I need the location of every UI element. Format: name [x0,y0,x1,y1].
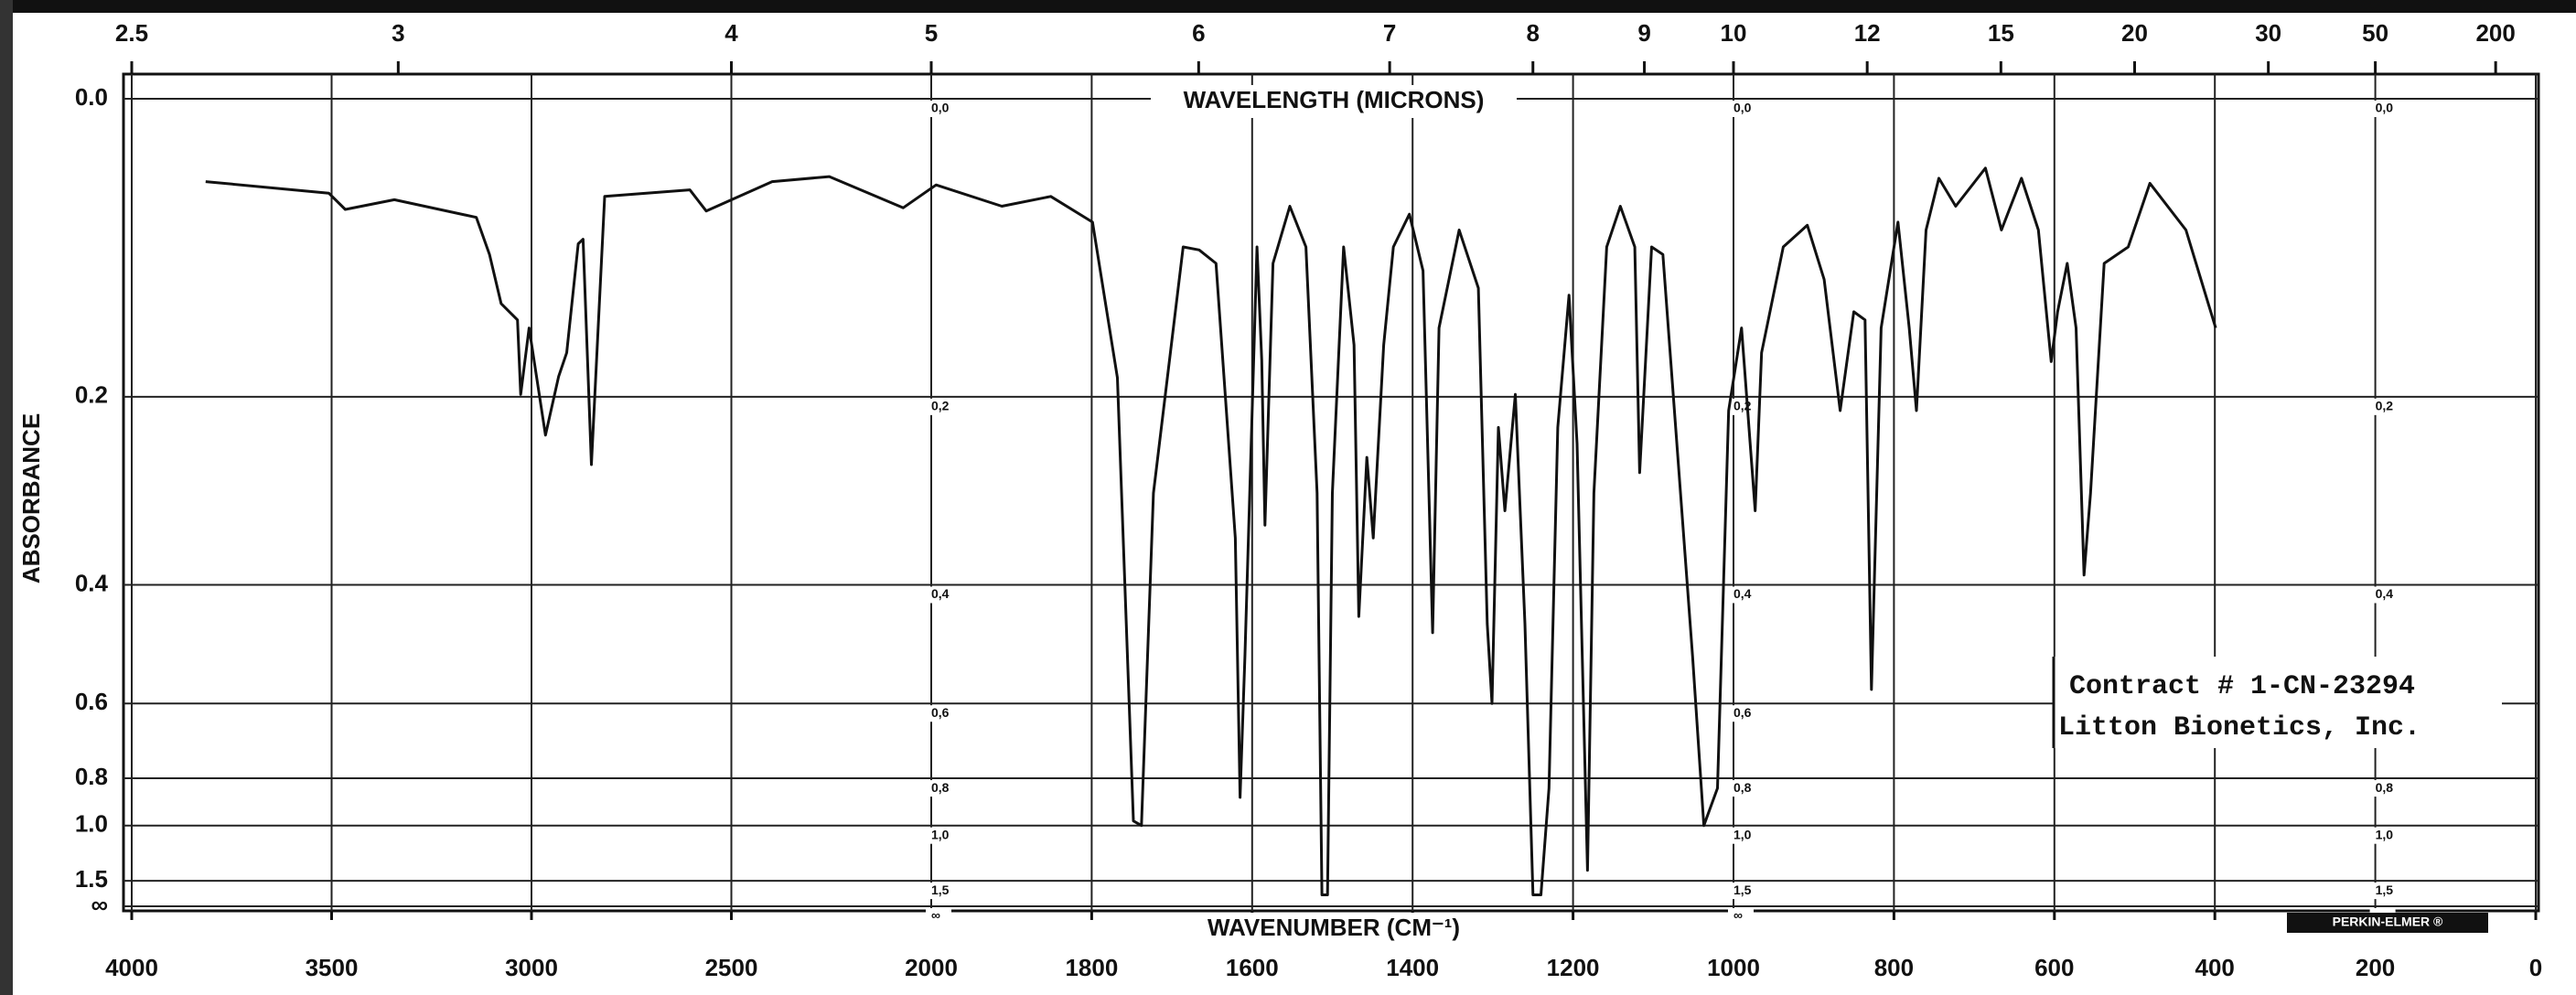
column-label-bg [926,883,951,900]
column-tick-label: 0,0 [2376,101,2394,115]
contract-box [2054,657,2502,748]
y-tick-label: ∞ [91,891,108,918]
column-label-bg [926,827,951,844]
x2-tick-label: 9 [1637,19,1650,47]
column-tick-label: 1,0 [931,827,950,841]
x2-tick-label: 3 [392,19,404,47]
x2-tick-label: 15 [1988,19,2014,47]
column-label-bg [1728,101,1754,117]
x-tick-label: 3500 [306,954,359,981]
y-tick-label: 1.0 [75,810,108,838]
y-tick-label: 0.6 [75,688,108,715]
column-label-bg [926,101,951,117]
column-tick-label: 1,0 [1733,827,1752,841]
column-tick-label: 0,8 [1733,780,1752,795]
x-tick-label: 1600 [1226,954,1279,981]
spectrum-line [205,166,2217,896]
column-tick-label: ∞ [931,908,940,923]
x2-tick-label: 6 [1192,19,1205,47]
column-tick-label: 0,8 [2376,780,2394,795]
y-tick-label: 0.2 [75,381,108,409]
column-tick-label: 1,0 [2376,827,2394,841]
column-label-bg [2369,780,2396,797]
top-axis-label: WAVELENGTH (MICRONS) [1184,86,1485,113]
contract-company: Litton Bionetics, Inc. [2058,712,2420,744]
x-tick-label: 200 [2356,954,2395,981]
column-tick-label: 0,0 [1733,101,1752,115]
column-label-bg [2369,883,2396,900]
x2-tick-label: 4 [724,19,738,47]
top-label-bg [1151,85,1517,118]
column-tick-label: 0,2 [931,399,950,413]
y-axis-label: ABSORBANCE [17,413,45,583]
column-tick-label: 0,0 [931,101,950,115]
column-tick-label: 1,5 [931,883,950,897]
x2-tick-label: 12 [1854,19,1881,47]
x-tick-label: 4000 [105,954,158,981]
column-tick-label: 0,6 [1733,705,1752,720]
column-label-bg [2369,398,2396,415]
x-tick-label: 1200 [1547,954,1600,981]
bottom-axis-label: WAVENUMBER (CM⁻¹) [1208,914,1460,941]
x-tick-label: 400 [2195,954,2235,981]
marks [205,166,2217,896]
column-label-bg [2369,586,2396,604]
column-label-bg [926,780,951,797]
x-tick-label: 1800 [1065,954,1118,981]
column-tick-label: 0,4 [1733,586,1752,601]
column-label-bg [1728,780,1754,797]
x2-tick-label: 8 [1527,19,1540,47]
y-tick-label: 0.8 [75,763,108,790]
x-tick-label: 0 [2529,954,2542,981]
column-label-bg [926,705,951,722]
x-tick-label: 2500 [705,954,758,981]
x2-tick-label: 7 [1383,19,1396,47]
column-label-bg [2369,101,2396,117]
top-border [0,0,2576,13]
x-tick-label: 1400 [1386,954,1439,981]
column-label-bg [1728,827,1754,844]
column-tick-label: 0,4 [2376,586,2394,601]
x2-tick-label: 30 [2255,19,2281,47]
column-label-bg [926,908,951,925]
x2-tick-label: 50 [2362,19,2388,47]
column-tick-label: 1,5 [2376,883,2394,897]
x-tick-label: 1000 [1707,954,1760,981]
x2-tick-label: 2.5 [115,19,148,47]
grid: 4000 3500 3000 2500 2000 1800 1600 1400 1200 1000… [75,19,2542,981]
column-label-bg [1728,883,1754,900]
column-tick-label: 0,4 [931,586,950,601]
x2-tick-label: 10 [1721,19,1747,47]
column-label-bg [1728,705,1754,722]
bottom-label-bg [1175,913,1491,946]
column-tick-label: 0,2 [2376,399,2394,413]
x-tick-label: 3000 [505,954,558,981]
column-tick-label: 0,8 [931,780,950,795]
y-tick-label: 1.5 [75,865,108,893]
x-tick-label: 2000 [905,954,958,981]
column-label-bg [926,398,951,415]
contract-number: Contract # 1-CN-23294 [2069,671,2415,702]
x-tick-label: 600 [2034,954,2074,981]
plot-frame [122,72,2540,913]
maker-bg [2287,913,2488,933]
left-border [0,0,13,995]
y-tick-label: 0.4 [75,569,109,596]
x-tick-label: 800 [1874,954,1914,981]
column-label-bg [1728,908,1754,925]
column-tick-label: ∞ [1733,908,1743,923]
maker-label: PERKIN-ELMER ® [2333,915,2443,929]
y-tick-label: 0.0 [75,83,108,111]
column-tick-label: 1,5 [1733,883,1752,897]
x2-tick-label: 5 [925,19,938,47]
x2-tick-label: 200 [2475,19,2515,47]
column-label-bg [926,586,951,604]
x2-tick-label: 20 [2121,19,2148,47]
column-label-bg [2369,827,2396,844]
column-tick-label: 0,6 [931,705,950,720]
column-label-bg [1728,586,1754,604]
